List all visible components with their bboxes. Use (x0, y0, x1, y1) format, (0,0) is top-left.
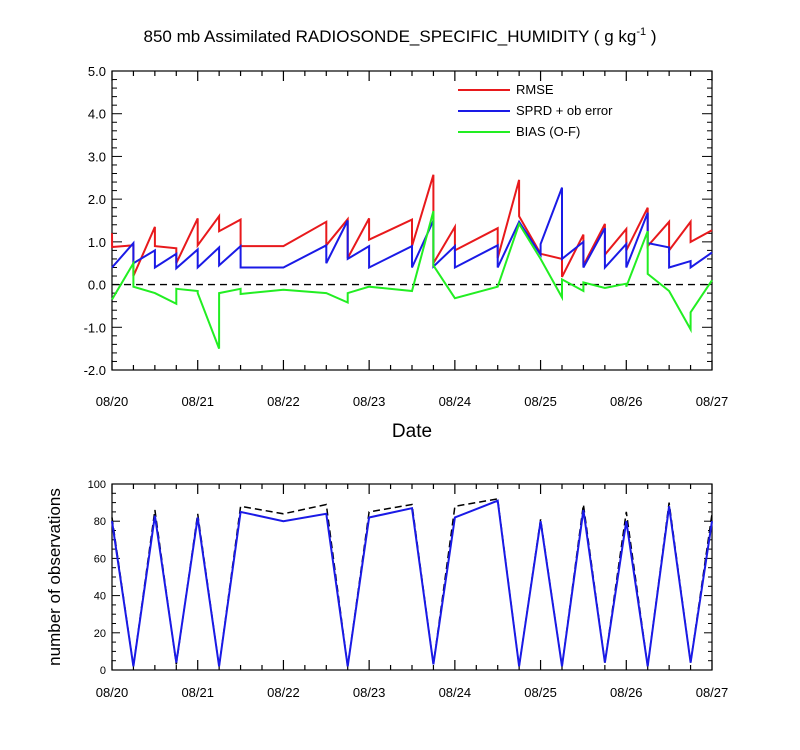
series-line-rmse (111, 174, 713, 278)
top-chart-legend: RMSE SPRD + ob error BIAS (O-F) (458, 82, 613, 139)
x-tick-label: 08/24 (439, 685, 472, 700)
y-tick-label: 0.0 (88, 278, 106, 293)
y-tick-label: 4.0 (88, 107, 106, 122)
x-tick-label: 08/25 (524, 685, 557, 700)
series-line-assimilated (111, 499, 713, 667)
y-tick-label: 40 (94, 591, 106, 603)
series-line-bias-o-f (111, 210, 713, 349)
x-tick-label: 08/27 (696, 685, 729, 700)
y-tick-label: 2.0 (88, 192, 106, 207)
y-tick-label: 5.0 (88, 64, 106, 79)
top-chart-xlabel: Date (392, 421, 432, 442)
bottom-chart-ylabel: number of observations (45, 488, 64, 666)
top-chart-title: 850 mb Assimilated RADIOSONDE_SPECIFIC_H… (144, 26, 657, 46)
x-tick-label: 08/26 (610, 685, 643, 700)
x-tick-label: 08/23 (353, 685, 386, 700)
y-tick-label: 80 (94, 516, 106, 528)
y-tick-label: 1.0 (88, 235, 106, 250)
y-tick-label: 0 (100, 665, 106, 677)
legend-label: RMSE (516, 82, 554, 97)
legend-label: BIAS (O-F) (516, 124, 580, 139)
x-tick-label: 08/22 (267, 394, 300, 409)
y-tick-label: -2.0 (84, 363, 106, 378)
y-tick-label: 20 (94, 628, 106, 640)
x-tick-label: 08/25 (524, 394, 557, 409)
y-tick-label: -1.0 (84, 320, 106, 335)
x-tick-label: 08/26 (610, 394, 643, 409)
y-tick-label: 100 (88, 479, 106, 491)
x-tick-label: 08/23 (353, 394, 386, 409)
x-tick-label: 08/21 (181, 394, 214, 409)
y-tick-label: 3.0 (88, 149, 106, 164)
legend-label: SPRD + ob error (516, 103, 613, 118)
x-tick-label: 08/21 (181, 685, 214, 700)
x-tick-label: 08/24 (439, 394, 472, 409)
x-tick-label: 08/20 (96, 685, 129, 700)
bottom-chart: 0 20 40 60 80 100 08/20 08/21 08/22 08/23 08/24 08/… (88, 479, 729, 700)
x-tick-label: 08/27 (696, 394, 729, 409)
series-line-possible (111, 498, 713, 667)
y-tick-label: 60 (94, 553, 106, 565)
x-tick-label: 08/22 (267, 685, 300, 700)
x-tick-label: 08/20 (96, 394, 129, 409)
top-chart: -2.0 -1.0 0.0 1.0 2.0 3.0 4.0 5.0 08/20 08/21 08/2… (84, 64, 729, 409)
